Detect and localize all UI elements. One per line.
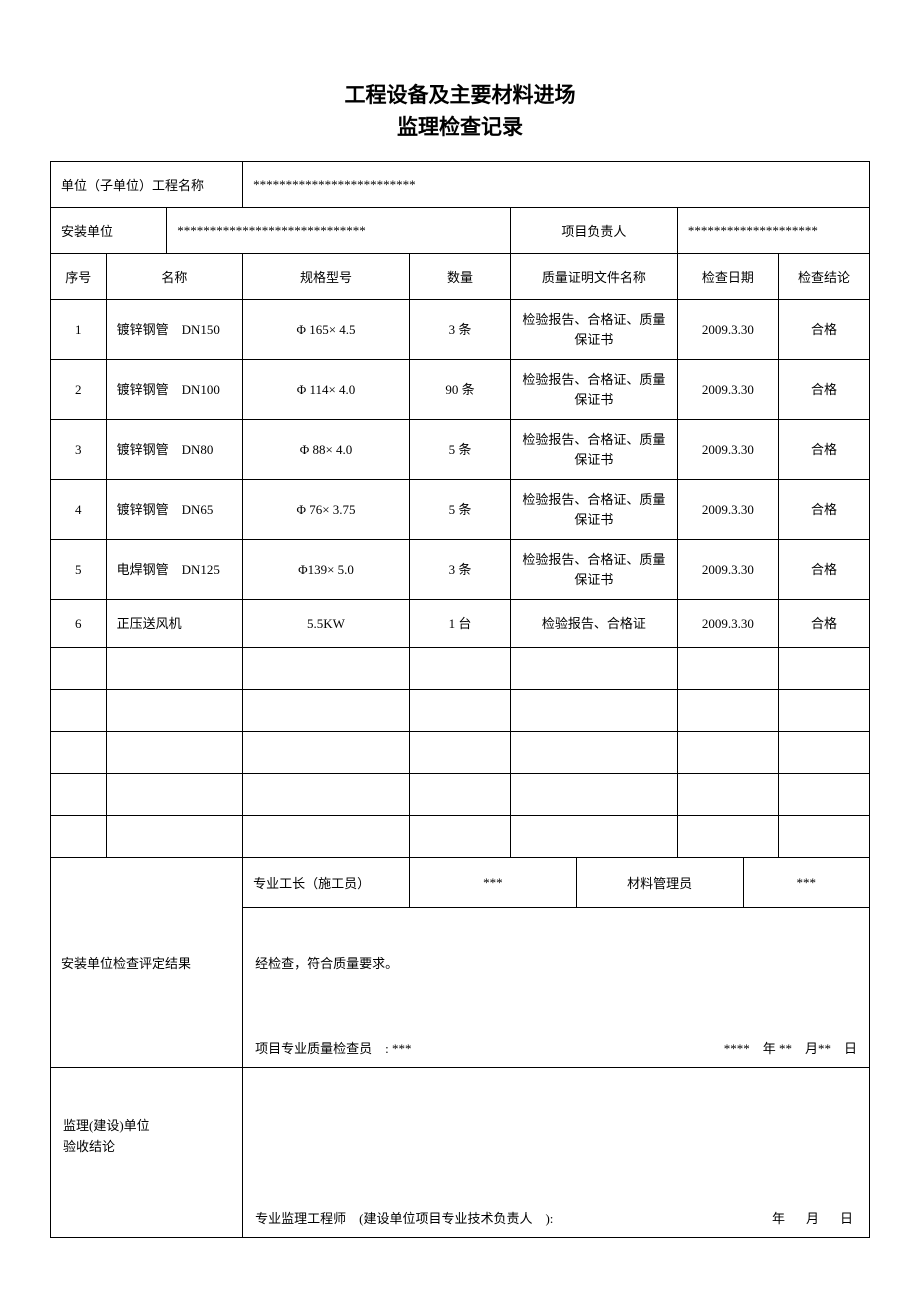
- cell-spec: Φ139× 5.0: [243, 540, 410, 600]
- cell-name: 镀锌钢管 DN100: [106, 360, 243, 420]
- table-row: 5 电焊钢管 DN125 Φ139× 5.0 3 条 检验报告、合格证、质量保证…: [51, 540, 870, 600]
- table-row: 6 正压送风机 5.5KW 1 台 检验报告、合格证 2009.3.30 合格: [51, 600, 870, 648]
- empty-row: [51, 690, 870, 732]
- cell-doc: 检验报告、合格证、质量保证书: [511, 360, 678, 420]
- cell-qty: 3 条: [409, 300, 510, 360]
- cell-spec: Φ 76× 3.75: [243, 480, 410, 540]
- cell-name: 镀锌钢管 DN80: [106, 420, 243, 480]
- cell-spec: Φ 165× 4.5: [243, 300, 410, 360]
- signature-row: 安装单位检查评定结果 专业工长（施工员） *** 材料管理员 ***: [51, 858, 870, 908]
- cell-result: 合格: [778, 540, 869, 600]
- col-date: 检查日期: [677, 254, 778, 300]
- install-unit-label: 安装单位: [51, 208, 167, 254]
- assessment-body-cell: 经检查，符合质量要求。 项目专业质量检查员 : *** **** 年 ** 月*…: [243, 908, 870, 1068]
- cell-date: 2009.3.30: [677, 540, 778, 600]
- cell-spec: Φ 88× 4.0: [243, 420, 410, 480]
- assessment-body-text: 经检查，符合质量要求。: [255, 918, 857, 972]
- cell-date: 2009.3.30: [677, 300, 778, 360]
- table-row: 3 镀锌钢管 DN80 Φ 88× 4.0 5 条 检验报告、合格证、质量保证书…: [51, 420, 870, 480]
- col-spec: 规格型号: [243, 254, 410, 300]
- col-qty: 数量: [409, 254, 510, 300]
- assessment-footer: 项目专业质量检查员 : *** **** 年 ** 月** 日: [255, 1038, 857, 1057]
- cell-date: 2009.3.30: [677, 420, 778, 480]
- cell-doc: 检验报告、合格证、质量保证书: [511, 480, 678, 540]
- cell-name: 镀锌钢管 DN150: [106, 300, 243, 360]
- cell-result: 合格: [778, 300, 869, 360]
- cell-qty: 1 台: [409, 600, 510, 648]
- project-name-row: 单位（子单位）工程名称 *************************: [51, 162, 870, 208]
- cell-seq: 3: [51, 420, 107, 480]
- cell-qty: 3 条: [409, 540, 510, 600]
- empty-row: [51, 816, 870, 858]
- supervision-label-cell: 监理(建设)单位 验收结论: [51, 1068, 243, 1238]
- cell-result: 合格: [778, 600, 869, 648]
- cell-qty: 5 条: [409, 480, 510, 540]
- inspector-label: 项目专业质量检查员 :: [255, 1041, 389, 1056]
- project-name-value: *************************: [243, 162, 870, 208]
- table-row: 1 镀锌钢管 DN150 Φ 165× 4.5 3 条 检验报告、合格证、质量保…: [51, 300, 870, 360]
- inspector-value: ***: [392, 1041, 412, 1056]
- col-name: 名称: [106, 254, 243, 300]
- col-result: 检查结论: [778, 254, 869, 300]
- column-header-row: 序号 名称 规格型号 数量 质量证明文件名称 检查日期 检查结论: [51, 254, 870, 300]
- table-row: 2 镀锌钢管 DN100 Φ 114× 4.0 90 条 检验报告、合格证、质量…: [51, 360, 870, 420]
- cell-doc: 检验报告、合格证: [511, 600, 678, 648]
- supervision-body-cell: 专业监理工程师 (建设单位项目专业技术负责人 ): 年 月 日: [243, 1068, 870, 1238]
- col-doc: 质量证明文件名称: [511, 254, 678, 300]
- cell-seq: 6: [51, 600, 107, 648]
- assessment-label: 安装单位检查评定结果: [51, 858, 243, 1068]
- cell-result: 合格: [778, 360, 869, 420]
- cell-name: 正压送风机: [106, 600, 243, 648]
- cell-date: 2009.3.30: [677, 360, 778, 420]
- empty-row: [51, 732, 870, 774]
- supervision-footer-label: 专业监理工程师 (建设单位项目专业技术负责人 ):: [255, 1211, 553, 1226]
- cell-seq: 4: [51, 480, 107, 540]
- inspection-record-table: 单位（子单位）工程名称 ************************* 安装…: [50, 161, 870, 1238]
- title-line-1: 工程设备及主要材料进场: [50, 80, 870, 112]
- foreman-label: 专业工长（施工员）: [243, 858, 410, 908]
- project-leader-label: 项目负责人: [511, 208, 678, 254]
- project-name-label: 单位（子单位）工程名称: [51, 162, 243, 208]
- cell-name: 镀锌钢管 DN65: [106, 480, 243, 540]
- install-unit-value: *****************************: [167, 208, 511, 254]
- cell-qty: 90 条: [409, 360, 510, 420]
- supervision-footer-date: 年 月 日: [772, 1208, 857, 1227]
- empty-row: [51, 774, 870, 816]
- cell-date: 2009.3.30: [677, 600, 778, 648]
- cell-spec: Φ 114× 4.0: [243, 360, 410, 420]
- document-title: 工程设备及主要材料进场 监理检查记录: [50, 80, 870, 143]
- cell-seq: 2: [51, 360, 107, 420]
- supervision-row: 监理(建设)单位 验收结论 专业监理工程师 (建设单位项目专业技术负责人 ): …: [51, 1068, 870, 1238]
- project-leader-value: ********************: [677, 208, 869, 254]
- material-mgr-label: 材料管理员: [576, 858, 743, 908]
- cell-doc: 检验报告、合格证、质量保证书: [511, 420, 678, 480]
- material-mgr-value: ***: [743, 858, 869, 908]
- cell-doc: 检验报告、合格证、质量保证书: [511, 300, 678, 360]
- title-line-2: 监理检查记录: [50, 112, 870, 144]
- col-seq: 序号: [51, 254, 107, 300]
- table-row: 4 镀锌钢管 DN65 Φ 76× 3.75 5 条 检验报告、合格证、质量保证…: [51, 480, 870, 540]
- cell-date: 2009.3.30: [677, 480, 778, 540]
- cell-result: 合格: [778, 480, 869, 540]
- install-unit-row: 安装单位 ***************************** 项目负责人…: [51, 208, 870, 254]
- cell-result: 合格: [778, 420, 869, 480]
- cell-qty: 5 条: [409, 420, 510, 480]
- supervision-footer: 专业监理工程师 (建设单位项目专业技术负责人 ): 年 月 日: [255, 1208, 857, 1227]
- cell-seq: 1: [51, 300, 107, 360]
- supervision-label: 监理(建设)单位 验收结论: [63, 1078, 230, 1158]
- cell-name: 电焊钢管 DN125: [106, 540, 243, 600]
- empty-row: [51, 648, 870, 690]
- cell-spec: 5.5KW: [243, 600, 410, 648]
- cell-doc: 检验报告、合格证、质量保证书: [511, 540, 678, 600]
- cell-seq: 5: [51, 540, 107, 600]
- foreman-value: ***: [409, 858, 576, 908]
- assessment-date: **** 年 ** 月** 日: [724, 1038, 857, 1057]
